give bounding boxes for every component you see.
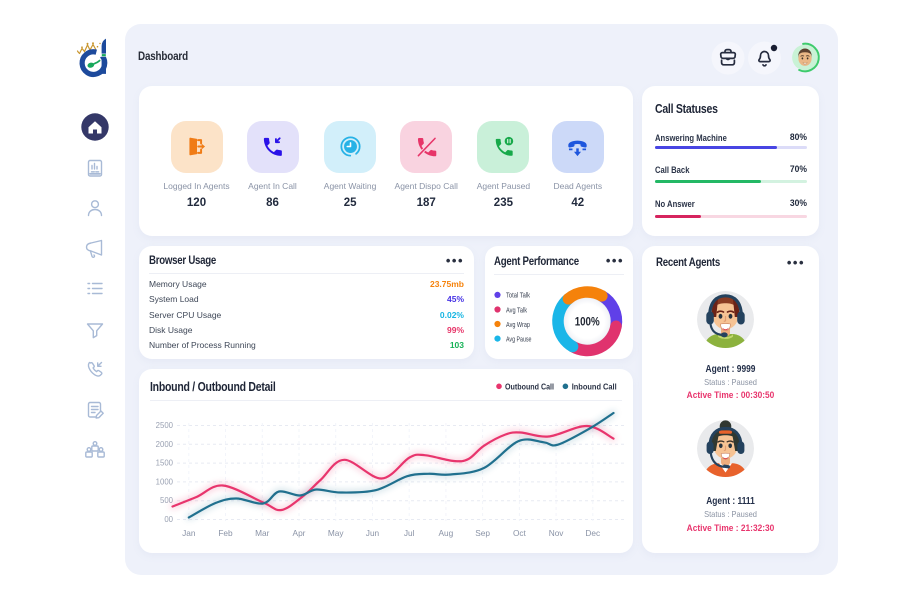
svg-text:100%: 100% [575,316,600,328]
svg-text:Inbound Call: Inbound Call [571,381,616,391]
svg-text:1000: 1000 [155,477,173,486]
svg-text:Total Talk: Total Talk [506,290,530,299]
svg-text:2000: 2000 [155,440,173,449]
svg-text:Avg Wrap: Avg Wrap [506,319,530,328]
svg-text:Avg Pause: Avg Pause [506,334,532,343]
svg-text:Oct: Oct [512,528,526,538]
svg-text:May: May [327,528,344,538]
svg-text:Aug: Aug [438,528,453,538]
svg-text:Avg Talk: Avg Talk [506,305,527,314]
svg-text:00: 00 [164,515,173,524]
svg-text:Dec: Dec [585,528,600,538]
svg-text:Mar: Mar [255,528,270,538]
svg-text:Nov: Nov [548,528,564,538]
svg-text:Jul: Jul [403,528,414,538]
svg-text:Outbound Call: Outbound Call [505,381,554,391]
svg-text:1500: 1500 [155,459,173,468]
svg-text:500: 500 [159,496,173,505]
svg-text:Feb: Feb [218,528,233,538]
svg-text:2500: 2500 [155,421,173,430]
svg-text:Sep: Sep [475,528,490,538]
svg-text:Jan: Jan [182,528,196,538]
svg-text:Apr: Apr [292,528,305,538]
svg-text:Jun: Jun [365,528,379,538]
